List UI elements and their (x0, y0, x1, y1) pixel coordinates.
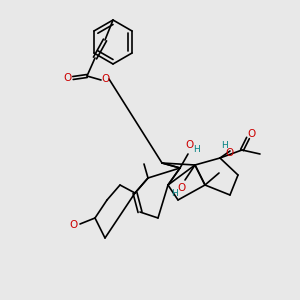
Text: O: O (101, 74, 109, 84)
Text: O: O (70, 220, 78, 230)
Text: H: H (193, 146, 200, 154)
Text: H: H (172, 190, 178, 199)
Text: O: O (185, 140, 193, 150)
Text: O: O (177, 183, 185, 193)
Text: O: O (226, 148, 234, 158)
Text: O: O (64, 73, 72, 83)
Text: O: O (247, 129, 255, 139)
Text: H: H (220, 142, 227, 151)
